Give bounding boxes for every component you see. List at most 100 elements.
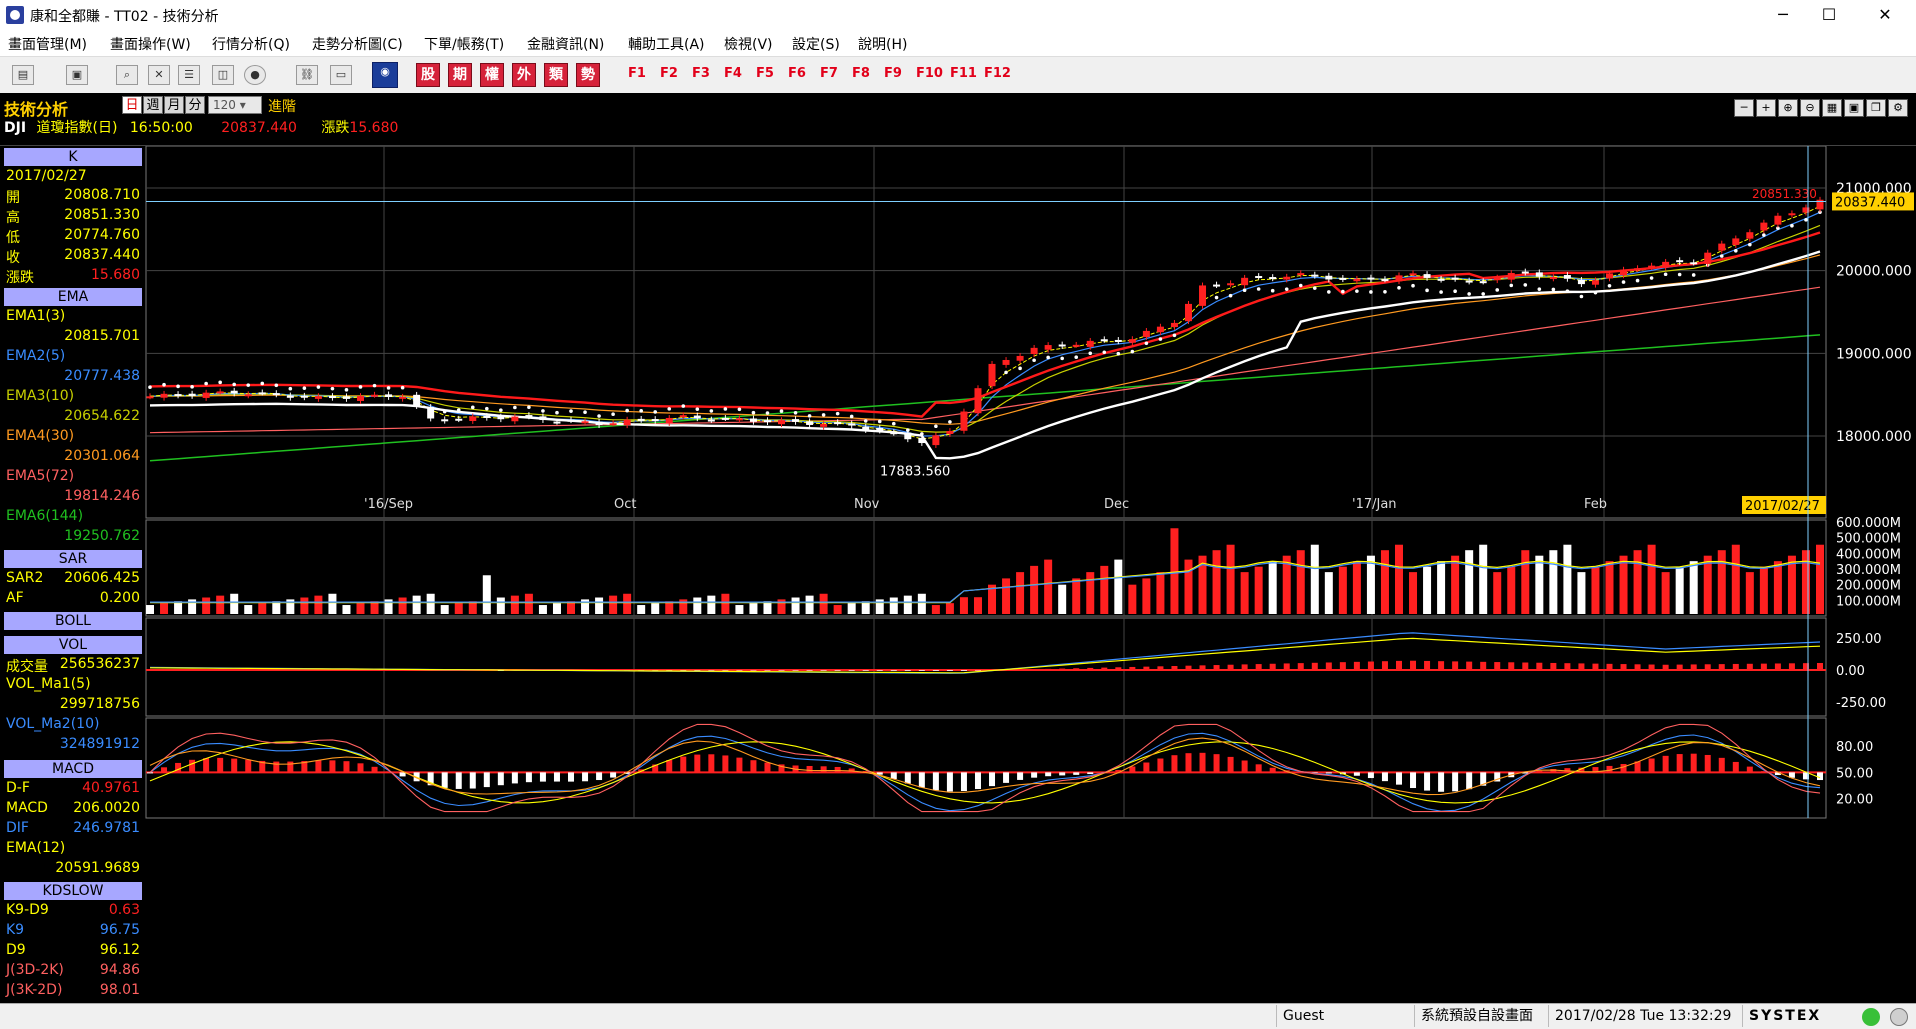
link-icon[interactable]: ⛓: [296, 65, 318, 85]
volume-bar: [1311, 545, 1319, 614]
f6-button[interactable]: F6: [788, 66, 806, 81]
expand-icon[interactable]: +: [1756, 99, 1776, 117]
connection-icon: [1862, 1008, 1880, 1026]
volume-bar: [721, 594, 729, 614]
foreign-button[interactable]: 外: [512, 63, 536, 87]
volume-bar: [1704, 556, 1712, 614]
f11-button[interactable]: F11: [950, 66, 977, 81]
menu-item[interactable]: 金融資訊(N): [527, 34, 604, 54]
advanced-button[interactable]: 進階: [268, 96, 296, 116]
mail-icon[interactable]: [1890, 1008, 1908, 1026]
close-window-icon[interactable]: ✕: [148, 65, 170, 85]
ema3-label: EMA3(10): [6, 388, 74, 404]
menu-item[interactable]: 畫面管理(M): [8, 34, 87, 54]
kd-histogram-bar: [975, 772, 981, 789]
logo-icon[interactable]: ◉: [372, 62, 398, 88]
period-day-button[interactable]: 日: [122, 96, 142, 114]
kd-histogram-bar: [1719, 758, 1725, 773]
candle-body: [483, 416, 490, 418]
f2-button[interactable]: F2: [660, 66, 678, 81]
menu-item[interactable]: 走勢分析圖(C): [312, 34, 403, 54]
stock-button[interactable]: 股: [416, 63, 440, 87]
macd-section-header[interactable]: MACD: [4, 760, 142, 778]
sar-dot: [527, 405, 531, 409]
sar-dot: [1243, 288, 1247, 292]
f10-button[interactable]: F10: [916, 66, 943, 81]
y-axis-label: 20000.000: [1836, 264, 1912, 280]
candle-body: [890, 432, 897, 434]
options-button[interactable]: 權: [480, 63, 504, 87]
bar-count-select[interactable]: 120 ▾: [208, 96, 262, 114]
toolbar: ▤ ▣ ⌕ ✕ ☰ ◫ ● ⛓ ▭ ◉ 股 期 權 外 類 勢 F1 F2 F3…: [0, 56, 1916, 94]
save-icon[interactable]: ▣: [1844, 99, 1864, 117]
menu-item[interactable]: 設定(S): [792, 34, 840, 54]
maximize-button[interactable]: ☐: [1806, 2, 1852, 28]
volume-bar: [1409, 572, 1417, 614]
boll-section-header[interactable]: BOLL: [4, 612, 142, 630]
layout-icon[interactable]: ▦: [1822, 99, 1842, 117]
period-month-button[interactable]: 月: [164, 96, 184, 114]
menu-item[interactable]: 行情分析(Q): [212, 34, 290, 54]
candle-body: [287, 395, 294, 397]
collapse-icon[interactable]: ─: [1734, 99, 1754, 117]
futures-button[interactable]: 期: [448, 63, 472, 87]
volume-bar: [1760, 567, 1768, 614]
f5-button[interactable]: F5: [756, 66, 774, 81]
candle-body: [1480, 281, 1487, 283]
f1-button[interactable]: F1: [628, 66, 646, 81]
zoom-out-icon[interactable]: ⊖: [1800, 99, 1820, 117]
macd-histogram-bar: [961, 670, 967, 671]
k-section-header[interactable]: K: [4, 148, 142, 166]
vol-section-header[interactable]: VOL: [4, 636, 142, 654]
sar-section-header[interactable]: SAR: [4, 550, 142, 568]
menu-item[interactable]: 輔助工具(A): [628, 34, 705, 54]
screen-icon[interactable]: ▭: [330, 65, 352, 85]
macd-histogram-bar: [1368, 662, 1374, 670]
candle-body: [1087, 341, 1094, 347]
menu-item[interactable]: 檢視(V): [724, 34, 773, 54]
sar-dot: [1566, 289, 1570, 293]
f12-button[interactable]: F12: [984, 66, 1011, 81]
tile-vertical-icon[interactable]: ◫: [212, 65, 234, 85]
zoom-icon[interactable]: ⌕: [116, 65, 138, 85]
globe-icon[interactable]: ●: [244, 65, 266, 85]
f3-button[interactable]: F3: [692, 66, 710, 81]
period-minute-button[interactable]: 分: [185, 96, 205, 114]
minimize-button[interactable]: ─: [1760, 2, 1806, 28]
period-week-button[interactable]: 週: [143, 96, 163, 114]
sar-dot: [555, 411, 559, 415]
kd-histogram-bar: [540, 772, 546, 781]
tile-horizontal-icon[interactable]: ☰: [178, 65, 200, 85]
menu-item[interactable]: 說明(H): [858, 34, 907, 54]
f7-button[interactable]: F7: [820, 66, 838, 81]
restore-icon[interactable]: ❐: [1866, 99, 1886, 117]
close-button[interactable]: ✕: [1862, 2, 1908, 28]
sar-dot: [1018, 367, 1022, 371]
high-annotation: 20851.330: [1752, 187, 1817, 201]
macd-histogram-bar: [1578, 663, 1584, 670]
macd-histogram-bar: [1761, 664, 1767, 670]
ema4-label: EMA4(30): [6, 428, 74, 444]
sar-dot: [1004, 371, 1008, 375]
kd-section-header[interactable]: KDSLOW: [4, 882, 142, 900]
monitor-icon[interactable]: ▣: [66, 65, 88, 85]
f8-button[interactable]: F8: [852, 66, 870, 81]
window-list-icon[interactable]: ▤: [12, 65, 34, 85]
category-button[interactable]: 類: [544, 63, 568, 87]
sar-dot: [1257, 287, 1261, 291]
ema-section-header[interactable]: EMA: [4, 288, 142, 306]
trend-button[interactable]: 勢: [576, 63, 600, 87]
f4-button[interactable]: F4: [724, 66, 742, 81]
j2-label: J(3K-2D): [6, 982, 62, 998]
menu-item[interactable]: 下單/帳務(T): [424, 34, 504, 54]
f9-button[interactable]: F9: [884, 66, 902, 81]
macd-histogram-bar: [877, 670, 883, 671]
change-value: 15.680: [349, 120, 398, 136]
zoom-in-icon[interactable]: ⊕: [1778, 99, 1798, 117]
settings-icon[interactable]: ⚙: [1888, 99, 1908, 117]
menu-item[interactable]: 畫面操作(W): [110, 34, 191, 54]
